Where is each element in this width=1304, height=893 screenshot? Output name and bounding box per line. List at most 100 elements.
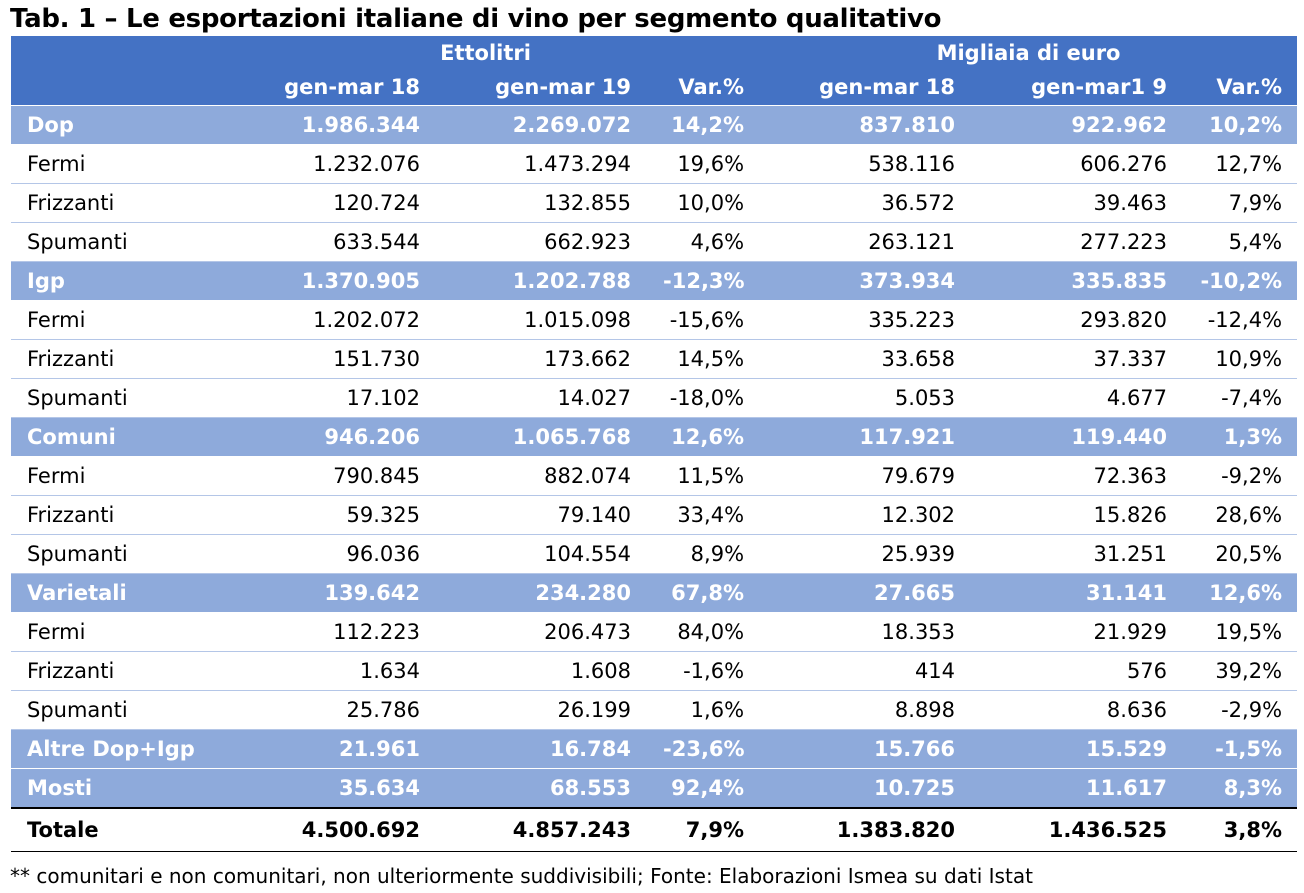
cell-value: 139.642: [211, 573, 436, 613]
cell-value: 206.473: [436, 612, 647, 652]
cell-value: 27.665: [760, 573, 972, 613]
cell-value: 576: [971, 651, 1184, 691]
row-label: Mosti: [11, 768, 211, 809]
cell-value: 10,2%: [1183, 105, 1298, 145]
cell-value: 67,8%: [647, 573, 761, 613]
cell-value: 7,9%: [647, 807, 761, 852]
cell-value: 1.383.820: [760, 807, 972, 852]
cell-value: 20,5%: [1183, 534, 1298, 574]
cell-value: 1.065.768: [436, 417, 647, 457]
cell-value: 11,5%: [647, 456, 761, 496]
cell-value: 59.325: [211, 495, 436, 535]
column-header: gen-mar 18: [760, 69, 972, 106]
cell-value: 37.337: [971, 339, 1184, 379]
cell-value: 35.634: [211, 768, 436, 809]
cell-value: 662.923: [436, 222, 647, 262]
cell-value: 79.140: [436, 495, 647, 535]
cell-value: 33.658: [760, 339, 972, 379]
cell-value: 31.141: [971, 573, 1184, 613]
cell-value: 12,6%: [647, 417, 761, 457]
cell-value: 1.473.294: [436, 144, 647, 184]
row-label: Spumanti: [11, 222, 211, 262]
table-row: Frizzanti 120.724 132.855 10,0% 36.572 39.463…: [11, 183, 1298, 223]
cell-value: 538.116: [760, 144, 972, 184]
cell-value: 19,6%: [647, 144, 761, 184]
cell-value: 104.554: [436, 534, 647, 574]
cell-value: 15.529: [971, 729, 1184, 769]
group-row: Varietali 139.642 234.280 67,8% 27.665 31.141…: [11, 573, 1298, 613]
row-label: Spumanti: [11, 378, 211, 418]
cell-value: -15,6%: [647, 300, 761, 340]
cell-value: 7,9%: [1183, 183, 1298, 223]
cell-value: 1.202.072: [211, 300, 436, 340]
row-label: Varietali: [11, 573, 211, 613]
cell-value: 39,2%: [1183, 651, 1298, 691]
cell-value: 1.232.076: [211, 144, 436, 184]
cell-value: 25.786: [211, 690, 436, 730]
column-header: gen-mar 19: [436, 69, 647, 106]
cell-value: 14.027: [436, 378, 647, 418]
row-label: Fermi: [11, 612, 211, 652]
row-label: Frizzanti: [11, 495, 211, 535]
table-row: Spumanti 633.544 662.923 4,6% 263.121 277.223…: [11, 222, 1298, 262]
cell-value: 373.934: [760, 261, 972, 301]
cell-value: 4.677: [971, 378, 1184, 418]
table-row: Spumanti 96.036 104.554 8,9% 25.939 31.251 20,…: [11, 534, 1298, 574]
cell-value: -12,4%: [1183, 300, 1298, 340]
table-row: Frizzanti 151.730 173.662 14,5% 33.658 37.337…: [11, 339, 1298, 379]
cell-value: 26.199: [436, 690, 647, 730]
cell-value: 68.553: [436, 768, 647, 809]
cell-value: 5.053: [760, 378, 972, 418]
cell-value: 18.353: [760, 612, 972, 652]
cell-value: 16.784: [436, 729, 647, 769]
cell-value: 4,6%: [647, 222, 761, 262]
header-corner: [11, 36, 211, 69]
row-label: Spumanti: [11, 690, 211, 730]
cell-value: 1.634: [211, 651, 436, 691]
cell-value: 1.202.788: [436, 261, 647, 301]
cell-value: 17.102: [211, 378, 436, 418]
cell-value: -18,0%: [647, 378, 761, 418]
column-header: gen-mar1 9: [971, 69, 1184, 106]
cell-value: 11.617: [971, 768, 1184, 809]
cell-value: 14,2%: [647, 105, 761, 145]
cell-value: 84,0%: [647, 612, 761, 652]
cell-value: 92,4%: [647, 768, 761, 809]
cell-value: -23,6%: [647, 729, 761, 769]
cell-value: -9,2%: [1183, 456, 1298, 496]
cell-value: 277.223: [971, 222, 1184, 262]
row-label: Spumanti: [11, 534, 211, 574]
cell-value: 882.074: [436, 456, 647, 496]
cell-value: 8,3%: [1183, 768, 1298, 809]
table-row: Spumanti 25.786 26.199 1,6% 8.898 8.636 -2,9%: [11, 690, 1298, 730]
cell-value: 8.636: [971, 690, 1184, 730]
cell-value: 21.961: [211, 729, 436, 769]
cell-value: 112.223: [211, 612, 436, 652]
row-label: Fermi: [11, 456, 211, 496]
cell-value: 4.857.243: [436, 807, 647, 852]
cell-value: 633.544: [211, 222, 436, 262]
header-group-row: Ettolitri Migliaia di euro: [11, 36, 1298, 69]
cell-value: 120.724: [211, 183, 436, 223]
cell-value: 2.269.072: [436, 105, 647, 145]
cell-value: 25.939: [760, 534, 972, 574]
cell-value: 1,3%: [1183, 417, 1298, 457]
footnote: ** comunitari e non comunitari, non ulte…: [10, 864, 1033, 888]
cell-value: -2,9%: [1183, 690, 1298, 730]
cell-value: 790.845: [211, 456, 436, 496]
cell-value: -10,2%: [1183, 261, 1298, 301]
table-row: Fermi 112.223 206.473 84,0% 18.353 21.929 19,5…: [11, 612, 1298, 652]
cell-value: 173.662: [436, 339, 647, 379]
cell-value: 234.280: [436, 573, 647, 613]
row-label: Comuni: [11, 417, 211, 457]
cell-value: 10,9%: [1183, 339, 1298, 379]
cell-value: 39.463: [971, 183, 1184, 223]
header-group-euro: Migliaia di euro: [760, 36, 1298, 69]
cell-value: 119.440: [971, 417, 1184, 457]
cell-value: 10,0%: [647, 183, 761, 223]
cell-value: 335.223: [760, 300, 972, 340]
row-label: Totale: [11, 807, 211, 852]
column-header: Var.%: [647, 69, 761, 106]
cell-value: 1.015.098: [436, 300, 647, 340]
cell-value: 36.572: [760, 183, 972, 223]
